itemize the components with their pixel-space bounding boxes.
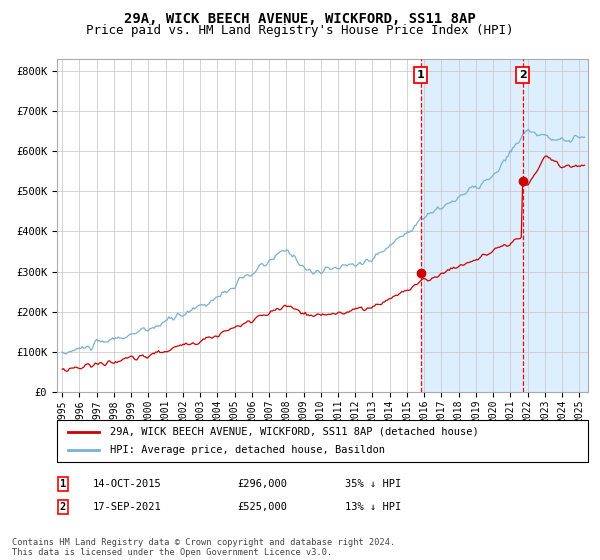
Text: £525,000: £525,000 [237,502,287,512]
Text: £296,000: £296,000 [237,479,287,489]
Text: Contains HM Land Registry data © Crown copyright and database right 2024.
This d: Contains HM Land Registry data © Crown c… [12,538,395,557]
Text: 2: 2 [60,502,66,512]
Text: 2: 2 [519,70,527,80]
Text: 35% ↓ HPI: 35% ↓ HPI [345,479,401,489]
Text: 1: 1 [60,479,66,489]
Text: 29A, WICK BEECH AVENUE, WICKFORD, SS11 8AP (detached house): 29A, WICK BEECH AVENUE, WICKFORD, SS11 8… [110,427,479,437]
FancyBboxPatch shape [57,420,588,462]
Text: 29A, WICK BEECH AVENUE, WICKFORD, SS11 8AP: 29A, WICK BEECH AVENUE, WICKFORD, SS11 8… [124,12,476,26]
Text: HPI: Average price, detached house, Basildon: HPI: Average price, detached house, Basi… [110,445,385,455]
Text: 17-SEP-2021: 17-SEP-2021 [93,502,162,512]
Text: 13% ↓ HPI: 13% ↓ HPI [345,502,401,512]
Text: Price paid vs. HM Land Registry's House Price Index (HPI): Price paid vs. HM Land Registry's House … [86,24,514,37]
Bar [421,59,600,392]
Text: 14-OCT-2015: 14-OCT-2015 [93,479,162,489]
Text: 1: 1 [417,70,424,80]
